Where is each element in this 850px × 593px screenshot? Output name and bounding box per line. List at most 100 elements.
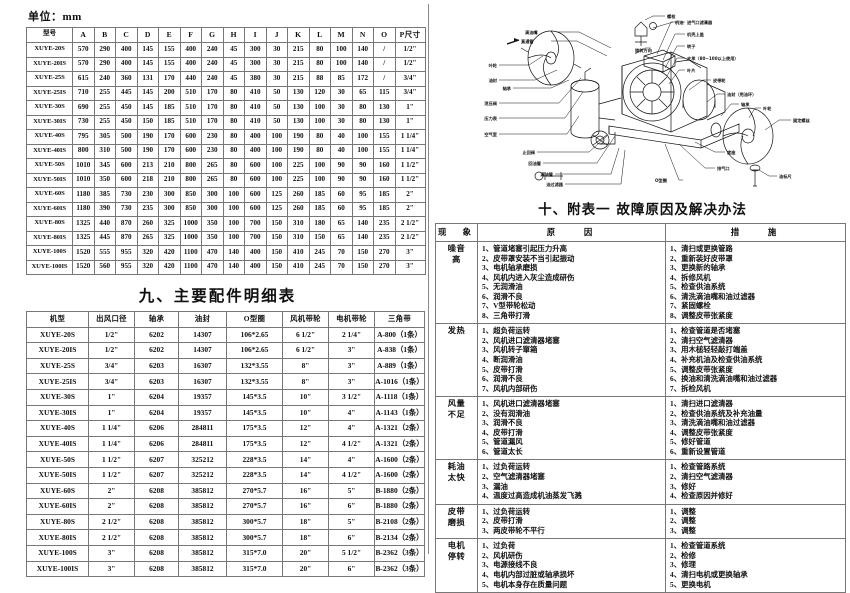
dimension-cell: 360 (115, 71, 138, 87)
list-item: 5、检查供油系统 (670, 282, 726, 292)
dimension-cell: 410 (244, 85, 267, 101)
parts-model-cell: XUYE-80IS (26, 529, 89, 546)
table-row: XUYE-60IS 1180 390 730 235 300 850 300 100 600 125… (26, 201, 426, 217)
dimension-cell: 130 (373, 100, 396, 116)
list-item: 3、漏油 (482, 481, 508, 491)
dimension-cell: 80 (222, 143, 245, 159)
list-item: 7、风机内部研伤 (482, 383, 538, 393)
dimension-cell: 385 (93, 187, 116, 203)
list-item: 1、调整 (670, 506, 696, 516)
dimension-model-cell: XUYE-50S (26, 158, 73, 174)
fault-causes: 1、过负荷 2、风机研伤 3、电源接线不良 4、电机内部过脏或轴承损坏 5、电机本身存在… (477, 538, 666, 593)
parts-cell: 16307 (178, 357, 227, 375)
fault-symptom: 噪音高 (435, 240, 478, 325)
dimension-cell: 145 (136, 100, 159, 116)
dimension-cell: 325 (158, 216, 181, 232)
dimension-cell: 310 (93, 143, 116, 159)
list-item: 6、清洗滴油嘴和油过滤器 (670, 291, 755, 301)
parts-model-cell: XUYE-50S (26, 451, 89, 468)
fault-row: 噪音高 1、管道堵塞引起压力升高 2、皮带罩安装不当引起振动 3、电机轴承磨损 4、风机… (435, 240, 846, 325)
dimension-cell: 125 (265, 201, 288, 217)
dimension-cell: 210 (158, 158, 181, 174)
dimension-cell: 1100 (179, 259, 202, 275)
table-row: XUYE-20IS 1/2" 6202 14307 106*2.65 6 1/2" 3" A-… (26, 342, 425, 359)
list-item: 2、检修 (670, 550, 696, 560)
dimension-cell: 1520 (72, 259, 95, 275)
dimension-cell: 90 (351, 172, 374, 188)
dimension-cell: 60 (330, 201, 353, 217)
table-row: XUYE-100S 1520 555 955 320 420 1100 470 140 400 15… (26, 245, 426, 261)
dimension-cell: 190 (287, 143, 310, 159)
parts-model-cell: XUYE-30IS (26, 404, 89, 422)
list-item: 5、电机本身存在质量问题 (482, 579, 567, 589)
dimension-cell: 45 (222, 56, 245, 72)
svg-text:叶轮: 叶轮 (763, 105, 772, 112)
dimension-cell: 570 (72, 42, 95, 58)
dimension-col-14: N (351, 27, 374, 43)
fault-col-2: 措 施 (665, 223, 846, 242)
dimension-col-9: I (244, 27, 267, 43)
dimension-cell: 80 (308, 56, 331, 72)
dimension-cell: 120 (308, 85, 331, 101)
dimension-cell: 150 (351, 245, 374, 261)
dimension-col-6: F (179, 27, 202, 43)
dimension-cell: 100 (308, 100, 331, 116)
dimension-cell: 290 (93, 56, 116, 72)
dimension-cell: 185 (308, 201, 331, 217)
dimension-cell: 615 (72, 71, 95, 87)
dimension-cell: 1010 (72, 172, 95, 188)
dimension-model-cell: XUYE-60S (26, 187, 73, 203)
dimension-cell: 290 (93, 42, 116, 58)
parts-cell: 145*3.5 (226, 388, 283, 406)
svg-text:O型圈: O型圈 (655, 177, 667, 184)
table-row: XUYE-50IS 1010 350 600 218 210 800 265 80 600 100 2… (26, 172, 426, 188)
list-item: 3、电源接线不良 (482, 560, 538, 570)
dimension-cell: 80 (222, 114, 245, 130)
list-item: 4、皮带打滑 (482, 427, 523, 437)
dimension-cell: 440 (179, 71, 202, 87)
list-item: 3、修理 (670, 560, 696, 570)
dimension-cell: 300 (158, 201, 181, 217)
table-row: XUYE-30S 690 255 450 145 185 510 170 80 410 50 130 1… (26, 100, 426, 116)
list-item: 2、皮带罩安装不当引起振动 (482, 253, 575, 263)
parts-cell: 12" (282, 420, 329, 437)
dimension-cell: 450 (115, 100, 138, 116)
list-item: 3、电机轴承磨损 (482, 263, 538, 273)
fault-row: 发热 1、超负荷运转 2、风机进口滤清器堵塞 3、风机转子窜箱 4、断润滑油 5、皮带打滑… (435, 323, 846, 398)
list-item: 1、超负荷运转 (482, 326, 531, 336)
svg-text:油过滤器: 油过滤器 (546, 181, 564, 188)
dimension-cell: 600 (179, 143, 202, 159)
list-item: 6、润滑不良 (482, 374, 523, 384)
table-row: XUYE-20S 1/2" 6202 14307 106*2.65 6 1/2" 2 1/4… (26, 326, 425, 344)
fault-causes: 1、管道堵塞引起压力升高 2、皮带罩安装不当引起振动 3、电机轴承磨损 4、风机内进入… (477, 240, 666, 325)
parts-model-cell: XUYE-100IS (26, 560, 89, 578)
dimension-cell: 310 (287, 230, 310, 246)
dimension-cell: 150 (265, 230, 288, 246)
parts-cell: 385812 (178, 513, 227, 531)
dimension-cell: 245 (308, 259, 331, 275)
parts-cell: 132*3.55 (226, 373, 283, 390)
dimension-cell: 1180 (72, 201, 95, 217)
parts-cell: 2" (88, 482, 135, 500)
list-item: 6、管道太长 (482, 446, 523, 456)
list-item: 1、清扫进口滤清器 (670, 399, 733, 409)
right-column: 叶轮 油封 轴承 泄压阀 压力表 空气室 止回阀 回油管 滴油管 油过滤器 (425, 0, 850, 593)
parts-cell: 6203 (134, 357, 179, 375)
parts-cell: 10" (282, 388, 329, 406)
fault-causes: 1、风机进口滤清器堵塞 2、没有润滑油 3、润滑不良 4、皮带打滑 5、管道漏风 6、管道… (477, 396, 666, 461)
dimension-cell: 2 1/2" (394, 216, 426, 232)
parts-cell: 6208 (134, 482, 179, 500)
dimension-cell: 510 (179, 100, 202, 116)
dimension-cell: 510 (179, 85, 202, 101)
diagram-top-labels: 滴油嘴 直通管 螺栓 机油 旋转方向 (521, 13, 683, 54)
list-item: 3、用木槌轻轻敲打端盖 (670, 345, 748, 355)
parts-cell: 270*5.7 (226, 498, 283, 515)
list-item: 4、清扫电机或更换轴承 (670, 569, 748, 579)
dimension-cell: 390 (93, 201, 116, 217)
parts-cell: 6207 (134, 466, 179, 484)
parts-cell: 315*7.0 (226, 544, 283, 562)
parts-cell: 14" (282, 466, 329, 484)
parts-cell: 5" (328, 513, 375, 531)
dimension-cell: 225 (287, 172, 310, 188)
dimension-cell: 1" (394, 100, 426, 116)
